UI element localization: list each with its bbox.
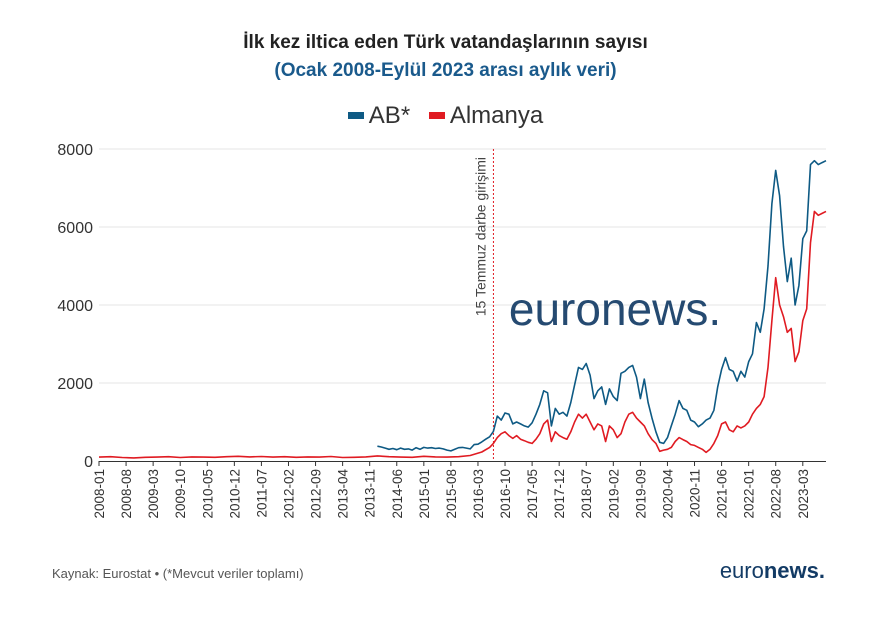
x-tick-label: 2022-01: [742, 469, 757, 519]
legend-label-almanya: Almanya: [449, 101, 544, 129]
x-tick-label: 2012-02: [281, 469, 296, 519]
series-lines: [98, 159, 827, 459]
x-tick-label: 2017-12: [552, 469, 567, 519]
x-tick-label: 2017-05: [525, 469, 540, 519]
x-tick-label: 2018-07: [579, 469, 594, 519]
annotation-label: 15 Temmuz darbe girişimi: [472, 157, 488, 316]
x-tick-label: 2013-04: [336, 469, 351, 519]
logo-bold: news.: [763, 558, 825, 583]
source-note: Kaynak: Eurostat • (*Mevcut veriler topl…: [52, 566, 304, 581]
y-tick-label: 2000: [57, 376, 93, 393]
x-tick-label: 2010-12: [227, 469, 242, 519]
legend-swatch-ab: [347, 112, 364, 119]
y-tick-label: 0: [84, 454, 93, 471]
chart-title: İlk kez iltica eden Türk vatandaşlarının…: [243, 32, 648, 53]
x-tick-label: 2019-09: [633, 469, 648, 519]
legend-swatch-almanya: [428, 112, 445, 119]
x-tick-label: 2015-08: [444, 469, 459, 519]
legend-item-ab[interactable]: AB*: [347, 101, 411, 130]
y-axis: 0 2000 4000 6000 8000: [57, 142, 93, 471]
x-tick-label: 2022-08: [769, 469, 784, 519]
x-tick-label: 2011-07: [254, 469, 269, 518]
y-tick-label: 6000: [57, 220, 93, 237]
legend-label-ab: AB*: [368, 101, 411, 129]
x-tick-label: 2010-05: [200, 469, 215, 519]
x-tick-label: 2008-08: [119, 469, 134, 519]
x-tick-label: 2016-03: [471, 469, 486, 519]
series-line-ab: [377, 159, 827, 452]
series-line-almanya: [98, 210, 827, 459]
euronews-logo: euronews.: [720, 558, 825, 584]
chart-legend: AB* Almanya: [0, 98, 891, 130]
x-tick-label: 2019-02: [606, 469, 621, 519]
logo-light: euro: [719, 558, 764, 583]
x-tick-label: 2021-06: [715, 469, 730, 519]
x-tick-label: 2020-04: [660, 469, 675, 519]
chart-subtitle: (Ocak 2008-Eylül 2023 arası aylık veri): [274, 60, 617, 81]
x-tick-label: 2020-11: [688, 469, 703, 518]
x-tick-label: 2008-01: [92, 469, 107, 519]
x-axis: 2008-01 2008-08 2009-03 2009-10 2010-05 2010-…: [92, 461, 826, 519]
x-tick-label: 2009-10: [173, 469, 188, 519]
x-tick-label: 2015-01: [417, 469, 432, 519]
x-tick-label: 2013-11: [363, 469, 378, 518]
x-tick-label: 2012-09: [309, 469, 324, 519]
annotation-coup-attempt: 15 Temmuz darbe girişimi: [472, 149, 494, 461]
x-tick-label: 2023-03: [796, 469, 811, 519]
y-tick-label: 8000: [57, 142, 93, 159]
x-tick-label: 2014-06: [390, 469, 405, 519]
x-tick-label: 2009-03: [146, 469, 161, 519]
gridlines: [99, 148, 826, 384]
x-tick-label: 2016-10: [498, 469, 513, 519]
euronews-watermark: euronews.: [509, 283, 721, 335]
legend-item-almanya[interactable]: Almanya: [428, 101, 544, 130]
y-tick-label: 4000: [57, 298, 93, 315]
